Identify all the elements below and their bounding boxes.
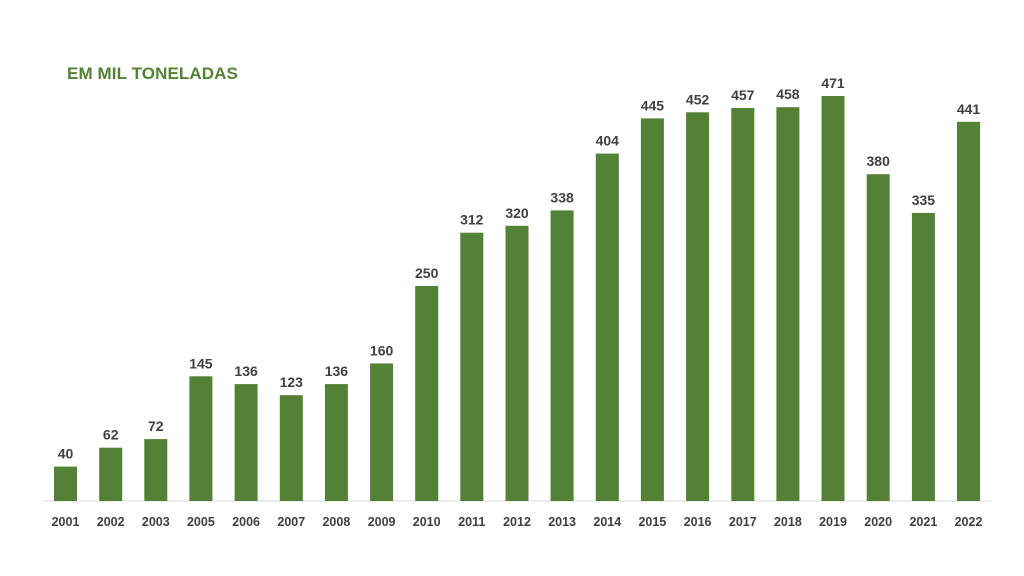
value-label-2010: 250 [415, 265, 439, 281]
value-label-2021: 335 [912, 192, 936, 208]
value-label-2009: 160 [370, 342, 394, 358]
bar-2019 [821, 96, 845, 501]
value-labels-group: 40 62 72 145 136 123 136 160 250 312 320 338 404 445 4… [58, 75, 981, 462]
value-label-2001: 40 [58, 446, 74, 462]
bars-group [54, 96, 980, 502]
bar-2003 [144, 439, 168, 501]
bar-2018 [776, 107, 800, 501]
value-label-2013: 338 [550, 189, 574, 205]
value-label-2012: 320 [505, 205, 529, 221]
x-tick-label-2020: 2020 [864, 515, 892, 529]
value-label-2017: 457 [731, 87, 755, 103]
value-label-2016: 452 [686, 91, 710, 107]
value-label-2005: 145 [189, 355, 213, 371]
x-tick-label-2011: 2011 [458, 515, 485, 529]
x-tick-label-2005: 2005 [187, 515, 215, 529]
x-tick-label-2006: 2006 [232, 515, 260, 529]
bar-2017 [731, 108, 755, 501]
value-label-2018: 458 [776, 86, 800, 102]
x-tick-label-2001: 2001 [52, 515, 80, 529]
x-tick-label-2015: 2015 [638, 515, 666, 529]
value-label-2002: 62 [103, 427, 119, 443]
value-label-2003: 72 [148, 418, 164, 434]
chart-title: EM MIL TONELADAS [67, 64, 238, 83]
value-label-2020: 380 [867, 153, 891, 169]
value-label-2015: 445 [641, 97, 665, 113]
x-tick-label-2014: 2014 [593, 515, 621, 529]
value-label-2007: 123 [280, 374, 304, 390]
x-tick-label-2018: 2018 [774, 515, 802, 529]
x-tick-label-2008: 2008 [322, 515, 350, 529]
bar-2002 [99, 447, 123, 501]
x-tick-label-2013: 2013 [548, 515, 576, 529]
x-tick-label-2010: 2010 [413, 515, 441, 529]
x-tick-label-2016: 2016 [684, 515, 712, 529]
x-tick-label-2007: 2007 [277, 515, 305, 529]
x-tick-label-2021: 2021 [909, 515, 937, 529]
bar-2009 [370, 363, 394, 501]
bar-2008 [324, 384, 348, 501]
bar-2005 [189, 376, 213, 501]
x-tick-label-2002: 2002 [97, 515, 125, 529]
x-tick-label-2009: 2009 [368, 515, 396, 529]
x-tick-label-2003: 2003 [142, 515, 170, 529]
value-label-2006: 136 [234, 363, 258, 379]
x-tick-label-2022: 2022 [955, 515, 983, 529]
bar-2001 [54, 466, 77, 501]
bar-2013 [550, 210, 574, 501]
x-tick-label-2012: 2012 [503, 515, 531, 529]
bar-2006 [234, 384, 258, 501]
x-tick-label-2019: 2019 [819, 515, 847, 529]
bar-2011 [460, 232, 484, 501]
x-tick-label-2017: 2017 [729, 515, 757, 529]
value-label-2014: 404 [596, 133, 620, 149]
bar-2020 [866, 174, 890, 501]
bar-2014 [595, 153, 619, 501]
bar-2007 [279, 395, 303, 501]
bar-2021 [911, 212, 935, 501]
value-label-2022: 441 [957, 101, 981, 117]
bar-2022 [957, 121, 980, 502]
value-label-2019: 471 [821, 75, 845, 91]
value-label-2011: 312 [460, 212, 484, 228]
bar-2016 [686, 112, 710, 502]
bar-2010 [415, 286, 439, 501]
bar-2015 [640, 118, 664, 502]
x-tick-labels-group: 2001 2002 2003 2005 2006 2007 2008 2009 2010 2011… [52, 515, 983, 529]
value-label-2008: 136 [325, 363, 349, 379]
bar-2012 [505, 225, 529, 502]
